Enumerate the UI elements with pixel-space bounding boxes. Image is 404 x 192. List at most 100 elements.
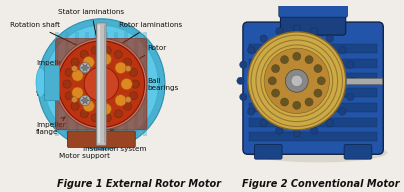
Circle shape bbox=[314, 89, 322, 97]
FancyBboxPatch shape bbox=[67, 131, 135, 147]
Text: Stator laminations: Stator laminations bbox=[59, 9, 124, 41]
Ellipse shape bbox=[44, 25, 158, 143]
Bar bbox=[85, 32, 88, 136]
Ellipse shape bbox=[237, 77, 244, 84]
Circle shape bbox=[264, 48, 329, 113]
Bar bbox=[249, 74, 377, 83]
Ellipse shape bbox=[72, 70, 83, 81]
Ellipse shape bbox=[326, 119, 334, 127]
Circle shape bbox=[271, 65, 280, 73]
Circle shape bbox=[124, 58, 132, 66]
Circle shape bbox=[91, 46, 99, 54]
Bar bbox=[114, 32, 118, 136]
Text: Impeller: Impeller bbox=[36, 60, 66, 71]
Circle shape bbox=[86, 97, 87, 98]
Circle shape bbox=[81, 100, 82, 101]
Ellipse shape bbox=[276, 127, 283, 134]
Ellipse shape bbox=[293, 129, 301, 137]
Circle shape bbox=[248, 32, 346, 130]
Circle shape bbox=[80, 50, 88, 59]
Circle shape bbox=[271, 89, 280, 97]
Ellipse shape bbox=[100, 103, 112, 115]
Ellipse shape bbox=[115, 62, 126, 74]
Circle shape bbox=[91, 114, 99, 122]
Ellipse shape bbox=[311, 127, 318, 134]
Bar bbox=[134, 32, 137, 136]
Ellipse shape bbox=[347, 93, 354, 101]
Bar bbox=[346, 78, 382, 84]
Bar bbox=[249, 103, 377, 112]
Circle shape bbox=[314, 65, 322, 73]
Circle shape bbox=[293, 101, 301, 109]
FancyBboxPatch shape bbox=[56, 38, 147, 130]
Circle shape bbox=[65, 92, 73, 100]
Circle shape bbox=[82, 64, 84, 65]
Circle shape bbox=[285, 69, 308, 92]
Bar bbox=[65, 32, 69, 136]
Ellipse shape bbox=[339, 46, 346, 54]
Circle shape bbox=[71, 102, 79, 110]
Ellipse shape bbox=[38, 19, 165, 149]
Circle shape bbox=[80, 110, 88, 118]
Circle shape bbox=[88, 100, 89, 101]
Circle shape bbox=[124, 102, 132, 110]
Circle shape bbox=[82, 97, 84, 98]
Text: Insulation system: Insulation system bbox=[82, 127, 146, 152]
Ellipse shape bbox=[276, 27, 283, 35]
Polygon shape bbox=[44, 65, 59, 100]
Bar bbox=[249, 44, 377, 53]
Circle shape bbox=[82, 103, 84, 104]
Circle shape bbox=[291, 75, 303, 87]
Circle shape bbox=[305, 98, 313, 106]
Circle shape bbox=[131, 80, 140, 88]
Circle shape bbox=[81, 67, 82, 68]
Bar bbox=[249, 118, 377, 127]
Ellipse shape bbox=[240, 93, 247, 101]
Circle shape bbox=[65, 68, 73, 76]
Bar bbox=[103, 25, 105, 143]
Text: Rotor: Rotor bbox=[136, 45, 166, 61]
Ellipse shape bbox=[339, 108, 346, 115]
Ellipse shape bbox=[260, 35, 267, 42]
Bar bbox=[98, 25, 100, 143]
Circle shape bbox=[103, 114, 112, 122]
Ellipse shape bbox=[72, 87, 83, 98]
Ellipse shape bbox=[100, 54, 112, 65]
Ellipse shape bbox=[248, 46, 255, 54]
Circle shape bbox=[82, 70, 84, 72]
Circle shape bbox=[82, 98, 87, 103]
Ellipse shape bbox=[83, 56, 95, 68]
Bar bbox=[104, 32, 108, 136]
Circle shape bbox=[72, 66, 78, 72]
Circle shape bbox=[280, 98, 288, 106]
Ellipse shape bbox=[311, 27, 318, 35]
Circle shape bbox=[293, 52, 301, 60]
FancyBboxPatch shape bbox=[344, 144, 372, 159]
Ellipse shape bbox=[326, 35, 334, 42]
Text: Rotation shaft: Rotation shaft bbox=[11, 22, 86, 50]
Circle shape bbox=[305, 55, 313, 64]
Circle shape bbox=[72, 97, 78, 103]
Bar bbox=[75, 32, 79, 136]
Circle shape bbox=[86, 70, 87, 72]
Circle shape bbox=[84, 67, 118, 101]
Ellipse shape bbox=[248, 143, 387, 162]
Text: Figure 1 External Rotor Motor: Figure 1 External Rotor Motor bbox=[57, 179, 221, 189]
Bar bbox=[249, 59, 377, 68]
Bar bbox=[55, 32, 59, 136]
Bar bbox=[95, 32, 98, 136]
Text: Ball
bearings: Ball bearings bbox=[131, 78, 179, 91]
Circle shape bbox=[63, 80, 71, 88]
Circle shape bbox=[88, 67, 89, 68]
Bar bbox=[143, 32, 147, 136]
Ellipse shape bbox=[121, 78, 133, 90]
Text: Impeller
flange: Impeller flange bbox=[36, 117, 66, 135]
Circle shape bbox=[58, 41, 145, 127]
Circle shape bbox=[114, 110, 122, 118]
Circle shape bbox=[129, 92, 138, 100]
Circle shape bbox=[317, 77, 325, 85]
Circle shape bbox=[86, 103, 87, 104]
FancyBboxPatch shape bbox=[255, 144, 282, 159]
Bar bbox=[249, 88, 377, 97]
Circle shape bbox=[103, 46, 112, 54]
